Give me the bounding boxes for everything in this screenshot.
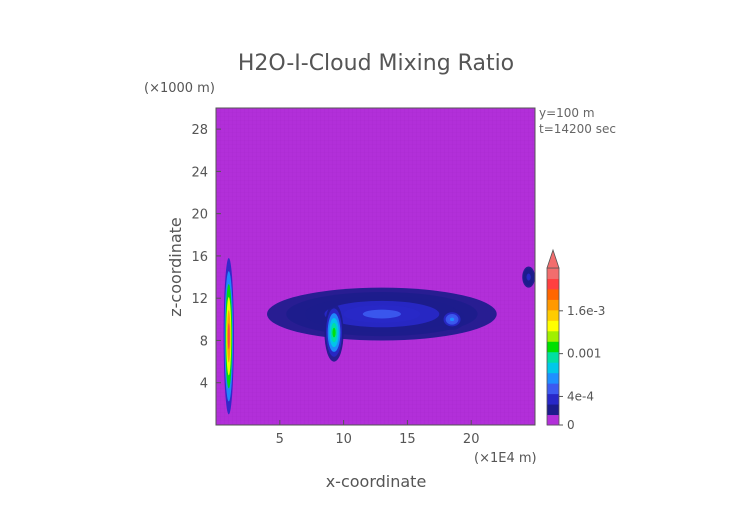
cloud-region-2: [324, 303, 344, 362]
y-axis: 4 8 12 16 20 24 28: [191, 123, 221, 392]
y-tick-label-2: 12: [191, 292, 208, 307]
y-unit-label: (×1000 m): [144, 81, 215, 96]
y-tick-label-0: 4: [200, 377, 208, 392]
cloud-contour-4-5: [527, 275, 530, 279]
plot-background: [216, 108, 535, 425]
colorbar-segment-10: [547, 309, 559, 321]
cloud-contour-1-5: [362, 309, 402, 319]
annotation-y: y=100 m: [539, 106, 595, 120]
y-axis-label: z-coordinate: [166, 217, 185, 317]
colorbar-segment-0: [547, 414, 559, 426]
colorbar-segment-6: [547, 351, 559, 363]
colorbar-segment-11: [547, 299, 559, 311]
chart-title: H2O-I-Cloud Mixing Ratio: [238, 51, 514, 76]
cloud-region-3: [439, 308, 465, 330]
colorbar-extend-arrow: [546, 248, 560, 269]
colorbar-segment-7: [547, 341, 559, 353]
x-tick-label-0: 5: [276, 432, 284, 447]
cloud-contour-3-5: [449, 317, 455, 322]
x-axis-label: x-coordinate: [326, 472, 427, 491]
colorbar-segment-8: [547, 330, 559, 342]
y-tick-label-3: 16: [191, 250, 208, 265]
colorbar-segment-4: [547, 372, 559, 384]
colorbar-segment-3: [547, 383, 559, 395]
colorbar-label-2: 0.001: [567, 347, 601, 361]
y-tick-label-6: 28: [191, 123, 208, 138]
colorbar-segment-13: [547, 278, 559, 290]
colorbar-segment-12: [547, 288, 559, 300]
x-unit-label: (×1E4 m): [474, 451, 537, 466]
colorbar-segment-9: [547, 320, 559, 332]
colorbar-label-3: 1.6e-3: [567, 304, 605, 318]
plot-frame: [215, 107, 536, 426]
annotation-time: t=14200 sec: [539, 122, 616, 136]
colorbar-segment-2: [547, 393, 559, 405]
y-tick-label-4: 20: [191, 208, 208, 223]
cloud-region-0: [223, 258, 234, 415]
colorbar-label-0: 0: [567, 418, 575, 432]
colorbar-label-1: 4e-4: [567, 389, 594, 403]
colorbar-segment-5: [547, 362, 559, 374]
y-tick-label-5: 24: [191, 165, 208, 180]
colorbar-segment-14: [547, 268, 559, 279]
x-tick-label-1: 10: [335, 432, 352, 447]
y-tick-label-1: 8: [200, 334, 208, 349]
colorbar-segment-1: [547, 404, 559, 416]
plot-area: [215, 107, 536, 426]
cloud-contour-0-5: [227, 323, 230, 350]
colorbar: 0 4e-4 0.001 1.6e-3: [546, 248, 605, 432]
cloud-contour-2-5: [332, 327, 336, 338]
x-tick-label-3: 20: [463, 432, 480, 447]
x-axis: 5 10 15 20: [276, 420, 480, 447]
cloud-region-4: [522, 266, 535, 288]
x-tick-label-2: 15: [399, 432, 416, 447]
